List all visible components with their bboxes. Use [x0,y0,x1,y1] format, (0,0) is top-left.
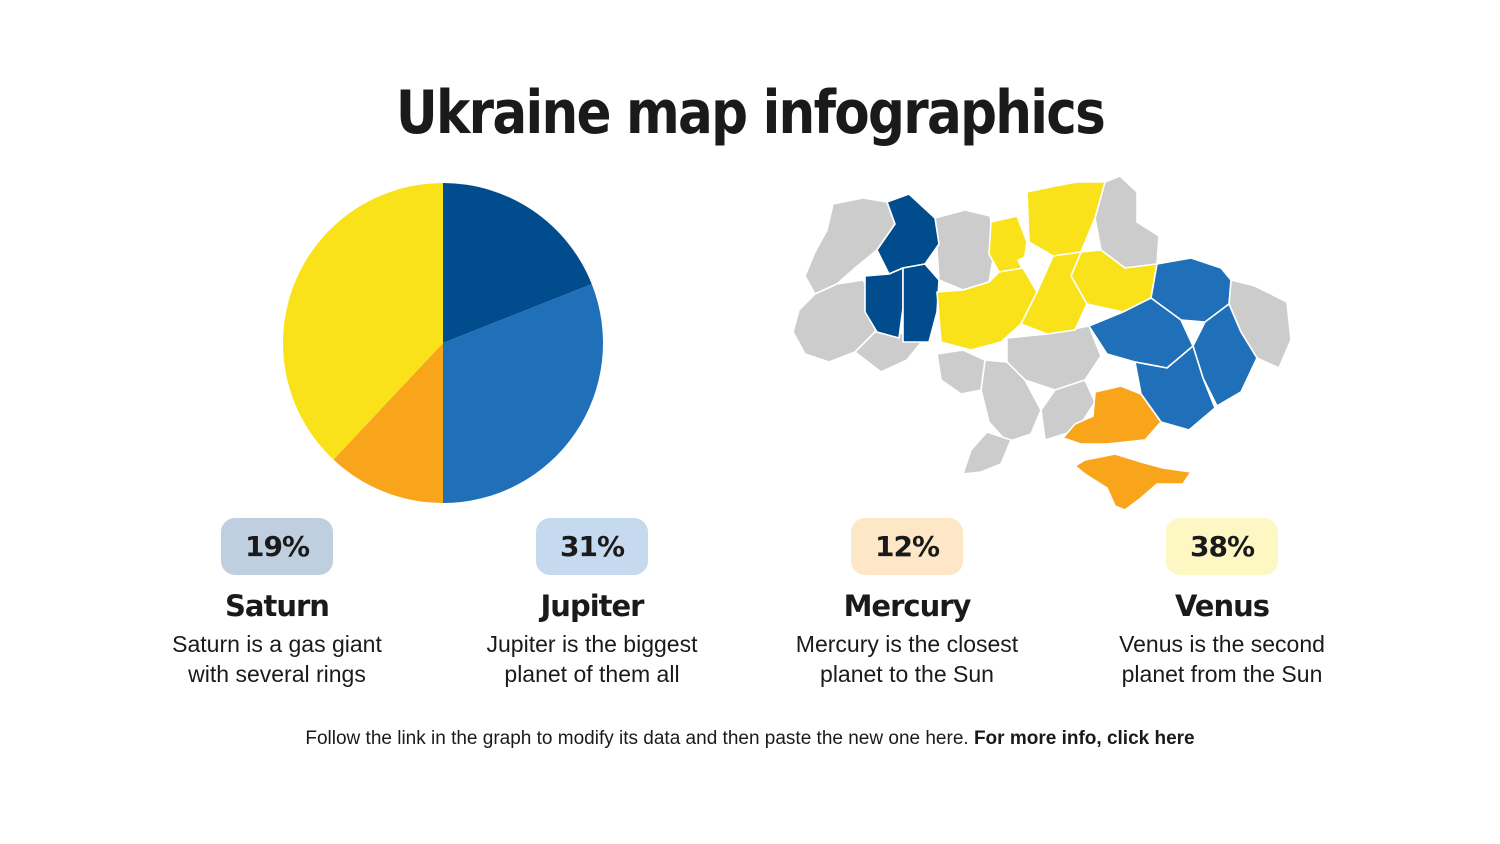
map-region-grey-south-tip [962,431,1012,475]
footer-text: Follow the link in the graph to modify i… [305,728,969,749]
more-info-link[interactable]: For more info, click here [973,728,1195,749]
card-mercury: 12% Mercury Mercury is the closest plane… [747,518,1067,689]
percent-badge: 19% [221,518,333,575]
card-title: Saturn [225,589,330,623]
pie-chart [282,183,603,503]
map-region-grey-center [936,349,986,395]
card-description-line2: planet to the Sun [820,661,994,687]
pie-slice-jupiter [443,284,603,503]
percent-badge: 12% [851,518,963,575]
card-title: Jupiter [540,589,645,623]
card-description: Saturn is a gas giant with several rings [117,629,437,689]
card-description-line1: Saturn is a gas giant [172,631,382,657]
pie-slice-saturn [443,183,592,343]
pie-slice-mercury [333,343,443,503]
percent-badge: 38% [1166,518,1278,575]
card-description: Mercury is the closest planet to the Sun [747,629,1067,689]
card-title: Mercury [843,589,972,623]
map-region-yellow-5 [1020,251,1088,335]
card-jupiter: 31% Jupiter Jupiter is the biggest plane… [432,518,752,689]
card-saturn: 19% Saturn Saturn is a gas giant with se… [117,518,437,689]
card-title: Venus [1174,589,1270,623]
map-region-grey-west [804,197,896,295]
map-region-grey-northeast [1094,175,1160,269]
map-region-orange-crimea [1074,453,1192,511]
map-region-yellow-2 [1026,181,1106,257]
card-description-line2: planet of them all [504,661,680,687]
card-venus: 38% Venus Venus is the second planet fro… [1062,518,1382,689]
card-description-line1: Jupiter is the biggest [486,631,698,657]
map-region-island [1017,256,1029,268]
card-description-line2: planet from the Sun [1121,661,1323,687]
ukraine-map [792,175,1292,511]
map-region-grey-center-south2 [980,359,1042,443]
map-region-orange-kherson [1062,385,1162,445]
map-region-darkblue-3 [902,263,940,343]
map-region-grey-north [934,209,996,291]
map-region-darkblue-2 [864,267,904,339]
percent-badge: 31% [536,518,648,575]
footer-note: Follow the link in the graph to modify i… [0,728,1500,750]
card-description-line1: Mercury is the closest [795,631,1019,657]
page-title: Ukraine map infographics [395,78,1106,148]
card-description-line2: with several rings [188,661,366,687]
card-description: Venus is the second planet from the Sun [1062,629,1382,689]
card-description-line1: Venus is the second [1119,631,1325,657]
card-description: Jupiter is the biggest planet of them al… [432,629,752,689]
pie-slice-venus [282,183,443,460]
